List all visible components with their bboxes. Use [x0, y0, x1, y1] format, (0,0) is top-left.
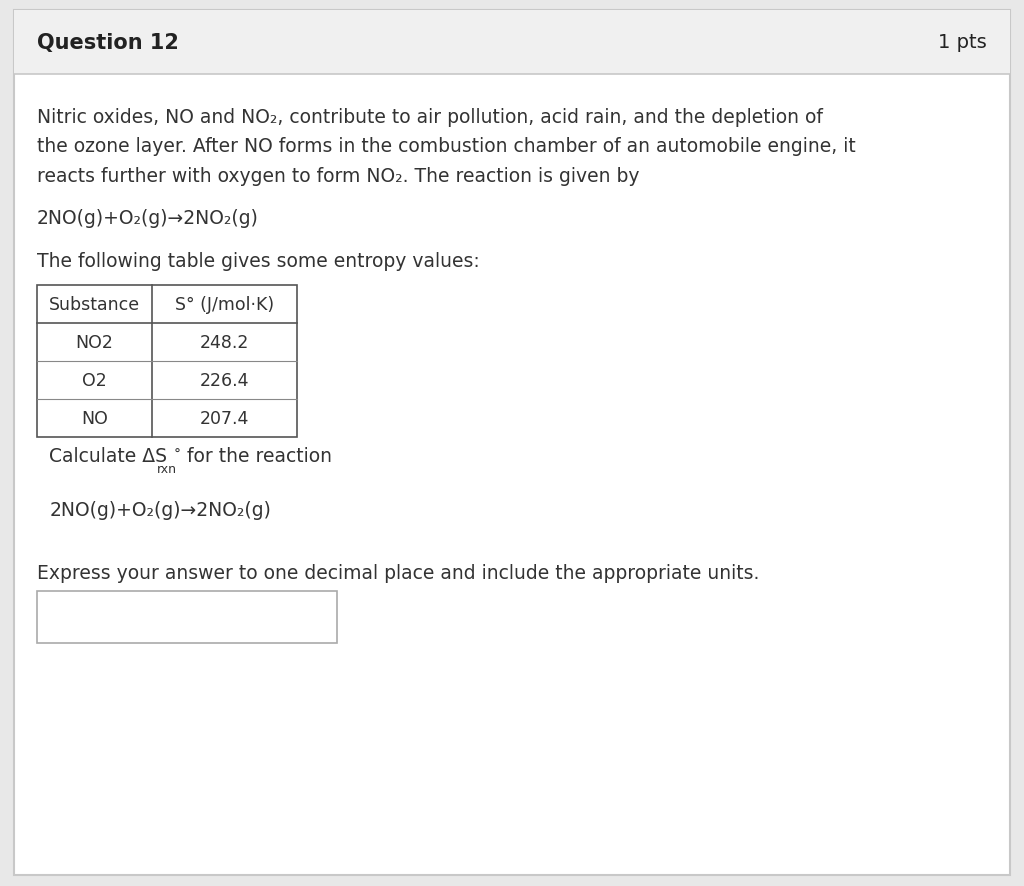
- Text: S° (J/mol·K): S° (J/mol·K): [175, 295, 274, 314]
- Text: 226.4: 226.4: [200, 371, 249, 389]
- Text: 248.2: 248.2: [200, 333, 249, 351]
- Text: 1 pts: 1 pts: [938, 33, 987, 52]
- Bar: [37, 285, 297, 437]
- Text: reacts further with oxygen to form NO₂. The reaction is given by: reacts further with oxygen to form NO₂. …: [37, 167, 639, 185]
- Text: O2: O2: [82, 371, 106, 389]
- Text: The following table gives some entropy values:: The following table gives some entropy v…: [37, 252, 479, 270]
- Text: Substance: Substance: [49, 295, 140, 314]
- Text: Calculate ΔS: Calculate ΔS: [49, 447, 167, 466]
- Text: NO: NO: [81, 409, 108, 427]
- Text: for the reaction: for the reaction: [180, 447, 332, 466]
- Text: 2NO(g)+O₂(g)→2NO₂(g): 2NO(g)+O₂(g)→2NO₂(g): [49, 500, 271, 519]
- Text: NO2: NO2: [76, 333, 114, 351]
- Bar: [14, 11, 1010, 74]
- Text: the ozone layer. After NO forms in the combustion chamber of an automobile engin: the ozone layer. After NO forms in the c…: [37, 137, 856, 156]
- FancyBboxPatch shape: [37, 591, 337, 643]
- Text: rxn: rxn: [157, 462, 177, 476]
- Text: Nitric oxides, NO and NO₂, contribute to air pollution, acid rain, and the deple: Nitric oxides, NO and NO₂, contribute to…: [37, 108, 822, 127]
- Text: 2NO(g)+O₂(g)→2NO₂(g): 2NO(g)+O₂(g)→2NO₂(g): [37, 209, 259, 228]
- Text: Question 12: Question 12: [37, 33, 179, 52]
- Text: °: °: [174, 447, 180, 462]
- Text: Express your answer to one decimal place and include the appropriate units.: Express your answer to one decimal place…: [37, 563, 759, 582]
- Text: 207.4: 207.4: [200, 409, 249, 427]
